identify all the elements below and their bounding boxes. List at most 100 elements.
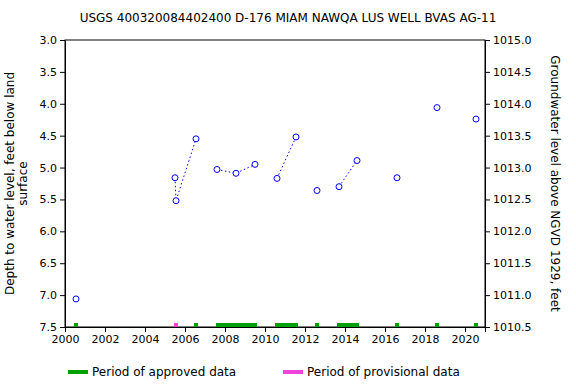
tick-label: 2018: [412, 333, 440, 346]
data-point: [336, 184, 342, 190]
tick: 1012.5: [485, 193, 532, 206]
data-period: [337, 323, 359, 327]
data-period: [474, 323, 478, 327]
data-line: [76, 108, 476, 299]
tick: 1015.0: [485, 34, 532, 47]
tick: 2012: [292, 327, 320, 346]
data-period: [435, 323, 439, 327]
tick-label: 1012.0: [493, 225, 532, 238]
tick-label: 2006: [172, 333, 200, 346]
tick-label: 1011.5: [493, 257, 532, 270]
data-point: [274, 175, 280, 181]
tick: 2004: [132, 327, 160, 346]
tick: 2006: [172, 327, 200, 346]
tick-mark: [60, 72, 65, 73]
tick: 6.0: [40, 225, 66, 238]
tick-mark: [60, 231, 65, 232]
title: USGS 400320084402400 D-176 MIAM NAWQA LU…: [80, 11, 497, 25]
x-axis-line: [66, 328, 486, 333]
data-period: [194, 323, 198, 327]
tick: 6.5: [40, 257, 66, 270]
tick-label: 2004: [132, 333, 160, 346]
tick-mark: [60, 136, 65, 137]
data-point: [314, 188, 320, 194]
tick: 1011.5: [485, 257, 532, 270]
tick-label: 3.5: [40, 66, 58, 79]
data-point: [354, 158, 360, 164]
tick-mark: [465, 327, 466, 332]
tick: 3.0: [40, 34, 66, 47]
tick-label: 3.0: [40, 34, 58, 47]
tick-label: 2002: [92, 333, 120, 346]
data-period: [315, 323, 319, 327]
tick-label: 1014.0: [493, 98, 532, 111]
tick: 1013.0: [485, 162, 532, 175]
tick: 2018: [412, 327, 440, 346]
tick-mark: [485, 199, 490, 200]
legend: Period of approved dataPeriod of provisi…: [68, 365, 460, 379]
tick-mark: [185, 327, 186, 332]
tick: 1014.5: [485, 66, 532, 79]
tick-label: 4.5: [40, 130, 58, 143]
tick-label: 2000: [52, 333, 80, 346]
tick-mark: [60, 40, 65, 41]
tick: 2010: [252, 327, 280, 346]
tick-mark: [265, 327, 266, 332]
tick: 2020: [452, 327, 480, 346]
tick: 1010.5: [485, 321, 532, 334]
chart-container: 2000 2002 2004 2006 2008 2010 2012 2014 2016 2018…: [0, 0, 576, 384]
data-point: [73, 296, 79, 302]
tick-label: 4.0: [40, 98, 58, 111]
plot-area: [73, 105, 479, 327]
tick-mark: [60, 199, 65, 200]
tick-mark: [485, 40, 490, 41]
data-point: [172, 175, 178, 181]
tick: 2008: [212, 327, 240, 346]
tick-mark: [225, 327, 226, 332]
data-point: [173, 198, 179, 204]
tick-mark: [345, 327, 346, 332]
legend-label: Period of approved data: [92, 365, 236, 379]
tick-mark: [60, 168, 65, 169]
tick-mark: [485, 72, 490, 73]
tick-mark: [485, 263, 490, 264]
legend-swatch: [68, 370, 88, 374]
tick-mark: [485, 104, 490, 105]
tick-label: 1012.5: [493, 193, 532, 206]
tick-mark: [305, 327, 306, 332]
data-point: [252, 161, 258, 167]
tick-label: 1015.0: [493, 34, 532, 47]
tick-label: 2014: [332, 333, 360, 346]
plot-frame: [65, 40, 485, 327]
tick-label: 1013.0: [493, 162, 532, 175]
tick-mark: [485, 327, 490, 328]
tick-label: 2016: [372, 333, 400, 346]
y-axis-title: Depth to water level, feet below land: [3, 72, 17, 295]
tick-label: 2008: [212, 333, 240, 346]
data-period: [74, 323, 78, 327]
tick-label: 2010: [252, 333, 280, 346]
tick-label: 6.0: [40, 225, 58, 238]
data-point: [214, 166, 220, 172]
tick-mark: [485, 168, 490, 169]
y2-axis-title: Groundwater level above NGVD 1929, feet: [548, 55, 562, 312]
data-point: [394, 175, 400, 181]
y2-axis: 1010.5 1011.0 1011.5 1012.0 1012.5 1013.0 1013…: [485, 34, 532, 334]
tick: 1012.0: [485, 225, 532, 238]
tick-label: 1010.5: [493, 321, 532, 334]
tick: 1011.0: [485, 289, 532, 302]
y-axis: 3.03.54.04.55.05.56.06.57.07.5: [40, 34, 66, 334]
tick-mark: [425, 327, 426, 332]
tick-mark: [105, 327, 106, 332]
tick-mark: [485, 136, 490, 137]
data-point: [434, 105, 440, 111]
tick: 3.5: [40, 66, 66, 79]
tick: 5.0: [40, 162, 66, 175]
tick: 5.5: [40, 193, 66, 206]
y-axis-title: surface: [16, 161, 30, 205]
data-point: [193, 136, 199, 142]
legend-swatch: [283, 370, 303, 374]
tick: 1013.5: [485, 130, 532, 143]
tick: 4.0: [40, 98, 66, 111]
y-axis-line: [60, 41, 66, 328]
